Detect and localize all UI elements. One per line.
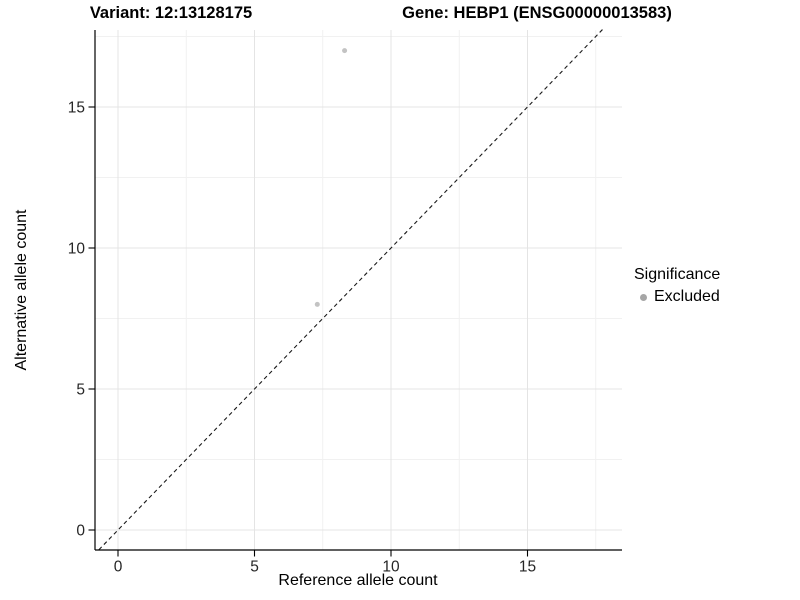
- legend-item-label: Excluded: [654, 288, 720, 305]
- x-tick-label: 5: [250, 559, 259, 576]
- x-tick-label: 15: [519, 559, 536, 576]
- legend-item: Excluded: [634, 287, 720, 307]
- x-tick-label: 10: [382, 559, 400, 576]
- legend: Significance Excluded: [634, 265, 720, 307]
- y-tick-label: 15: [68, 100, 85, 117]
- y-axis-title: Alternative allele count: [13, 209, 30, 371]
- x-axis-title: Reference allele count: [278, 572, 438, 589]
- legend-marker-icon: [640, 293, 647, 301]
- variant-title: Variant: 12:13128175: [89, 4, 253, 22]
- y-tick-label: 0: [76, 523, 85, 540]
- identity-reference-line: [98, 29, 603, 551]
- y-tick-label: 10: [68, 241, 86, 258]
- y-tick-label: 5: [76, 382, 85, 399]
- data-point: [342, 48, 348, 54]
- data-point: [314, 301, 320, 307]
- x-tick-label: 0: [114, 559, 123, 576]
- legend-title: Significance: [634, 266, 721, 283]
- gene-title: Gene: HEBP1 (ENSG00000013583): [402, 4, 672, 22]
